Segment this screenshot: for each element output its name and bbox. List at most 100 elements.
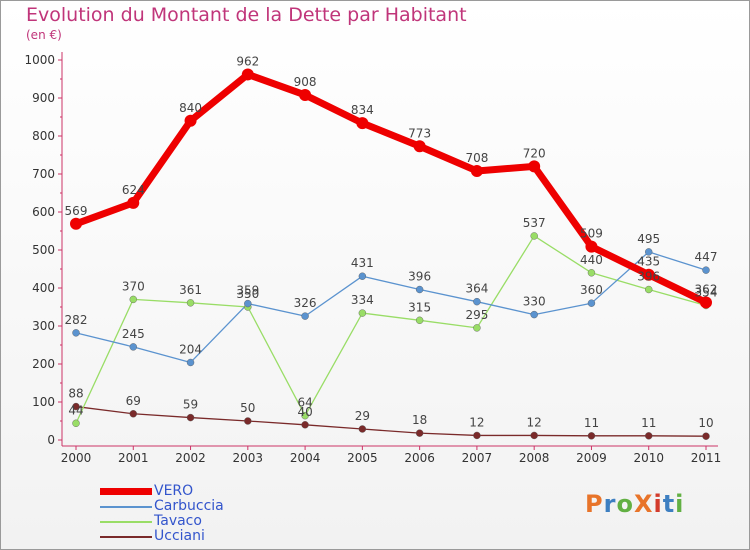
data-label-tavaco: 354	[695, 285, 718, 299]
logo-letter: X	[633, 490, 654, 518]
data-point-carbuccia	[358, 272, 367, 280]
data-point-vero	[70, 217, 82, 230]
data-label-tavaco: 64	[297, 396, 312, 410]
legend-swatch	[100, 505, 152, 508]
data-point-vero	[528, 160, 541, 173]
data-point-carbuccia	[415, 285, 424, 294]
data-point-vero	[127, 196, 140, 209]
data-point-vero	[470, 164, 483, 177]
x-tick-label: 2005	[347, 451, 378, 465]
logo-letter: i	[675, 490, 685, 518]
x-tick-label: 2010	[633, 451, 664, 465]
data-label-carbuccia: 359	[236, 284, 259, 298]
x-tick-label: 2002	[175, 451, 206, 465]
data-label-vero: 362	[695, 282, 718, 296]
data-label-tavaco: 396	[637, 270, 660, 284]
data-label-vero: 834	[351, 103, 374, 117]
proxiti-logo: ProXiti	[585, 490, 684, 518]
data-point-ucciani	[415, 429, 424, 437]
data-label-carbuccia: 396	[408, 270, 431, 284]
data-point-carbuccia	[244, 299, 252, 308]
data-point-ucciani	[186, 413, 195, 422]
data-point-vero	[585, 240, 598, 253]
legend-label: Tavaco	[154, 513, 202, 529]
legend-swatch	[100, 520, 152, 523]
data-point-carbuccia	[645, 248, 653, 256]
data-label-vero: 569	[65, 204, 88, 218]
data-label-ucciani: 10	[698, 416, 713, 430]
data-point-ucciani	[645, 432, 653, 440]
data-label-vero: 720	[523, 146, 546, 160]
data-point-ucciani	[473, 431, 481, 440]
data-point-carbuccia	[530, 310, 538, 319]
y-tick-label: 400	[32, 281, 55, 295]
data-label-vero: 962	[236, 54, 259, 68]
data-label-tavaco: 350	[236, 287, 259, 301]
data-label-ucciani: 40	[297, 405, 312, 419]
logo-letter: r	[603, 490, 617, 518]
data-label-vero: 840	[179, 101, 202, 115]
logo-letter: o	[616, 490, 634, 518]
data-label-ucciani: 12	[527, 415, 542, 429]
series-line-carbuccia	[75, 251, 707, 364]
data-point-tavaco	[530, 232, 538, 240]
data-label-ucciani: 69	[126, 394, 141, 408]
data-labels: 88 69 59 50 40 29 18 12 12 11 11 10 44 370 361 350 64 334…	[65, 54, 718, 430]
data-point-ucciani	[244, 417, 252, 425]
y-tick-label: 700	[32, 167, 55, 181]
data-label-carbuccia: 431	[351, 256, 374, 270]
x-tick-label: 2009	[576, 451, 607, 465]
chart-subtitle: (en €)	[26, 28, 62, 42]
logo-letter: t	[662, 490, 676, 518]
axes: 0 100 200 300 400 500 600 700 800 900 1000 2000 2001…	[24, 52, 721, 465]
series-points	[70, 68, 712, 440]
legend-swatch	[100, 488, 152, 495]
data-point-carbuccia	[301, 312, 309, 320]
data-point-carbuccia	[702, 266, 710, 274]
data-label-tavaco: 44	[68, 403, 83, 417]
data-point-ucciani	[358, 425, 367, 433]
legend-item-tavaco: Tavaco	[100, 514, 224, 529]
y-tick-label: 0	[47, 433, 55, 447]
legend-label: Ucciani	[154, 528, 205, 544]
data-point-carbuccia	[186, 358, 195, 367]
data-label-tavaco: 370	[122, 279, 145, 293]
data-point-ucciani	[72, 402, 80, 411]
series-line-vero	[74, 70, 708, 306]
data-point-carbuccia	[587, 299, 596, 307]
data-label-carbuccia: 447	[695, 250, 718, 264]
legend-label: VERO	[154, 483, 194, 499]
series-lines	[74, 70, 708, 437]
data-point-carbuccia	[129, 343, 137, 351]
y-tick-label: 500	[32, 243, 55, 257]
legend-item-ucciani: Ucciani	[100, 529, 224, 544]
legend: VERO Carbuccia Tavaco Ucciani	[100, 484, 224, 544]
data-label-vero: 708	[465, 151, 488, 165]
data-label-tavaco: 315	[408, 300, 431, 314]
logo-letter: i	[653, 490, 663, 518]
data-point-tavaco	[473, 324, 481, 332]
data-label-carbuccia: 282	[65, 313, 88, 327]
data-label-vero: 509	[580, 227, 603, 241]
y-tick-label: 1000	[24, 53, 55, 67]
series-line-ucciani	[75, 405, 707, 437]
legend-label: Carbuccia	[154, 498, 224, 514]
data-label-tavaco: 361	[179, 283, 202, 297]
data-label-ucciani: 12	[469, 415, 484, 429]
y-tick-label: 900	[32, 91, 55, 105]
data-label-ucciani: 18	[412, 413, 427, 427]
data-label-carbuccia: 204	[179, 342, 202, 356]
data-point-vero	[642, 268, 655, 281]
data-label-tavaco: 537	[523, 216, 546, 230]
y-tick-label: 300	[32, 319, 55, 333]
data-label-ucciani: 29	[355, 409, 370, 423]
data-point-carbuccia	[473, 297, 481, 306]
logo-letter: P	[585, 490, 604, 518]
y-tick-label: 100	[32, 395, 55, 409]
data-point-ucciani	[702, 432, 710, 440]
data-point-tavaco	[301, 411, 309, 420]
x-tick-label: 2008	[519, 451, 550, 465]
data-point-tavaco	[645, 285, 653, 294]
series-line-tavaco	[75, 235, 707, 424]
